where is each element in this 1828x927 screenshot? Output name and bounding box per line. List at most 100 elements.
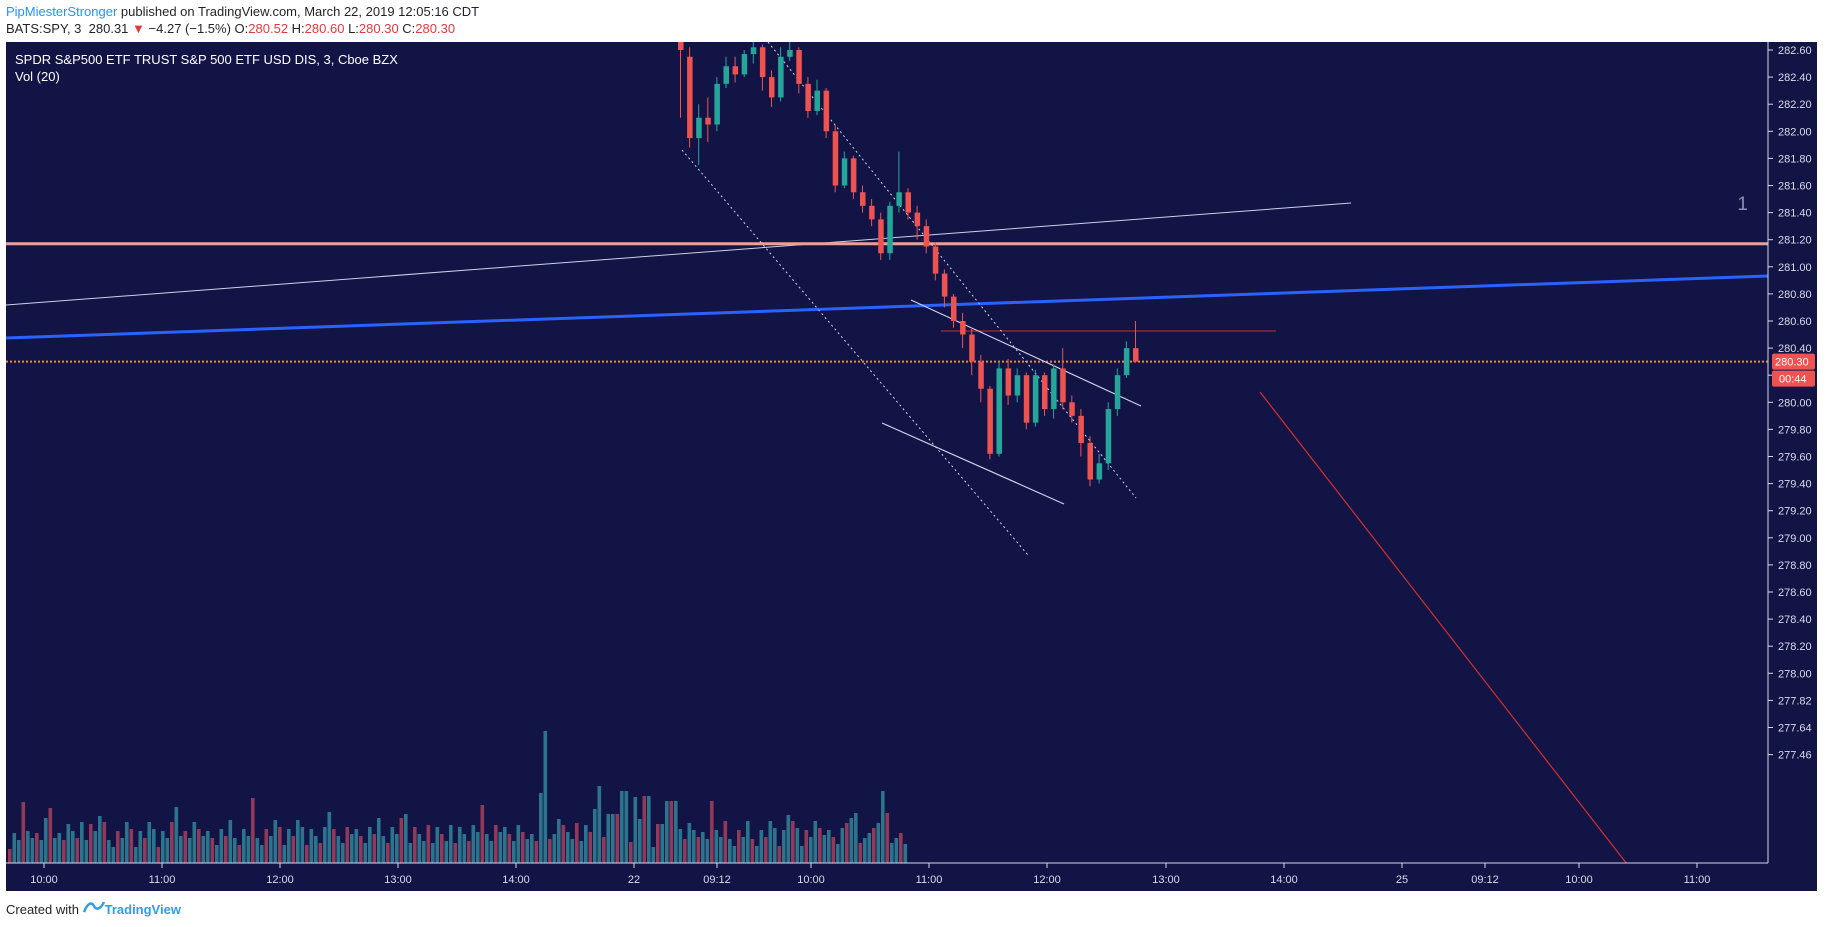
- price-tick-label: 280.40: [1778, 343, 1812, 355]
- wedge-lower-line: [881, 422, 1065, 505]
- volume-bar: [665, 801, 669, 863]
- volume-bar: [39, 840, 44, 863]
- candle-body: [914, 212, 921, 227]
- volume-bar: [138, 831, 143, 863]
- close-value: 280.30: [415, 21, 456, 36]
- volume-bar: [287, 829, 291, 863]
- volume-bar: [777, 846, 782, 863]
- price-tick-label: 279.20: [1778, 506, 1812, 518]
- time-tick-label: 14:00: [502, 874, 530, 886]
- candle-body: [696, 117, 702, 139]
- volume-bar: [606, 814, 611, 863]
- tradingview-brand[interactable]: TradingView: [104, 902, 181, 917]
- volume-bar: [732, 846, 737, 863]
- volume-bar: [233, 838, 237, 863]
- volume-bar: [84, 840, 89, 863]
- countdown-badge: [1772, 370, 1815, 387]
- volume-bar: [8, 849, 12, 863]
- volume-bar: [597, 786, 602, 863]
- volume-bar: [512, 841, 516, 863]
- volume-bar: [35, 833, 39, 863]
- candle-body: [1060, 368, 1066, 403]
- volume-bar: [80, 822, 84, 863]
- price-tick-label: 279.80: [1778, 424, 1812, 436]
- volume-bar: [494, 825, 498, 863]
- current-price-label: 280.30: [1775, 357, 1809, 369]
- volume-bar: [561, 825, 566, 863]
- candle-body: [923, 226, 930, 247]
- volume-bar: [521, 832, 525, 863]
- volume-bar: [530, 834, 534, 863]
- candle-body: [951, 296, 957, 321]
- volume-bar: [593, 809, 597, 863]
- low-label: L:: [348, 21, 359, 36]
- candle-body: [750, 47, 757, 55]
- volume-bar: [462, 834, 467, 863]
- volume-bar: [764, 837, 768, 863]
- blue-trendline: [6, 274, 1769, 340]
- time-tick-label: 10:00: [1565, 874, 1593, 886]
- candle-body: [769, 77, 775, 98]
- volume-bar: [755, 846, 759, 863]
- volume-bar: [822, 835, 827, 863]
- volume-bar: [728, 839, 732, 863]
- volume-bar: [62, 840, 66, 863]
- volume-bar: [305, 845, 309, 863]
- price-tick-label: 278.60: [1778, 587, 1812, 599]
- volume-bar: [143, 838, 147, 863]
- volume-bar: [656, 824, 660, 863]
- volume-bar: [525, 839, 530, 863]
- volume-bar: [453, 843, 458, 863]
- candle-body: [978, 361, 984, 389]
- volume-bar: [566, 832, 570, 863]
- time-tick-label: 11:00: [916, 874, 943, 886]
- time-tick-label: 10:00: [30, 874, 58, 886]
- volume-bar: [377, 818, 381, 863]
- price-tick-label: 277.64: [1778, 723, 1812, 735]
- volume-bar: [246, 836, 251, 863]
- symbol-label: BATS:SPY, 3: [6, 21, 82, 36]
- volume-bar: [818, 828, 822, 863]
- time-tick-label: 10:00: [797, 874, 825, 886]
- volume-bar: [719, 837, 723, 863]
- volume-bar: [372, 834, 377, 863]
- volume-bar: [345, 827, 350, 863]
- volume-bar: [399, 818, 404, 863]
- price-tick-label: 280.80: [1778, 289, 1812, 301]
- volume-bar: [539, 793, 543, 863]
- price-tick-label: 278.80: [1778, 560, 1812, 572]
- time-tick-label: 11:00: [149, 874, 176, 886]
- volume-bar: [93, 831, 98, 863]
- volume-bar: [687, 823, 692, 863]
- candle-body: [1005, 368, 1012, 396]
- candle-body: [805, 83, 811, 111]
- candle-body: [714, 83, 720, 125]
- candle-body: [1078, 415, 1084, 443]
- volume-bar: [746, 821, 750, 863]
- price-tick-label: 281.40: [1778, 208, 1812, 220]
- volume-bar: [710, 801, 714, 863]
- volume-bar: [881, 791, 885, 863]
- chart-canvas[interactable]: 1 282.60 282.40 282.20 282.00 281.80 281.60 281…: [6, 42, 1817, 891]
- candle-body: [1032, 375, 1039, 423]
- volume-bar: [53, 838, 57, 863]
- candle-body: [787, 50, 793, 57]
- candle-body: [1133, 348, 1139, 362]
- created-with-label: Created with: [6, 902, 79, 917]
- author-link[interactable]: PipMiesterStronger: [6, 4, 118, 19]
- volume-bar: [458, 827, 462, 863]
- candle-body: [796, 50, 802, 84]
- volume-bar: [174, 807, 179, 863]
- candle-body: [869, 205, 875, 220]
- volume-bar: [426, 825, 431, 863]
- volume-bar: [363, 843, 368, 863]
- volume-bar: [642, 796, 647, 863]
- volume-bar: [737, 830, 741, 863]
- price-tick-label: 282.00: [1778, 126, 1812, 138]
- volume-bar: [575, 823, 579, 863]
- chart-area[interactable]: 1 282.60 282.40 282.20 282.00 281.80 281.60 281…: [6, 42, 1817, 891]
- volume-bar: [615, 814, 620, 863]
- volume-bar: [291, 836, 296, 863]
- volume-bar: [71, 831, 75, 863]
- price-tick-label: 279.40: [1778, 479, 1812, 491]
